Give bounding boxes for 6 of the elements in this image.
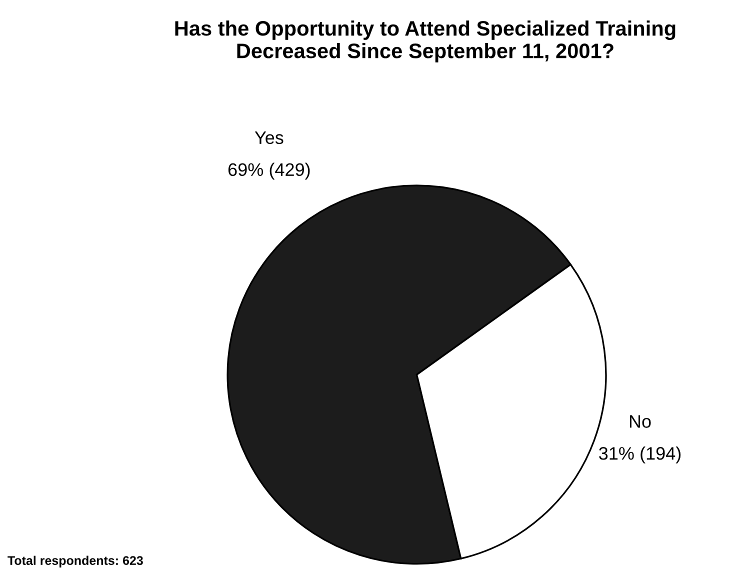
slice-label: No xyxy=(630,415,651,428)
chart-title: Has the Opportunity to Attend Specialized Training Decreased Since September 11, 2001? xyxy=(175,20,676,62)
slice-label: Yes xyxy=(254,131,284,144)
data-label: 69% (429) xyxy=(228,162,310,180)
text: Total respondents: 623 xyxy=(8,556,143,568)
data-label: 31% (194) xyxy=(599,446,681,464)
